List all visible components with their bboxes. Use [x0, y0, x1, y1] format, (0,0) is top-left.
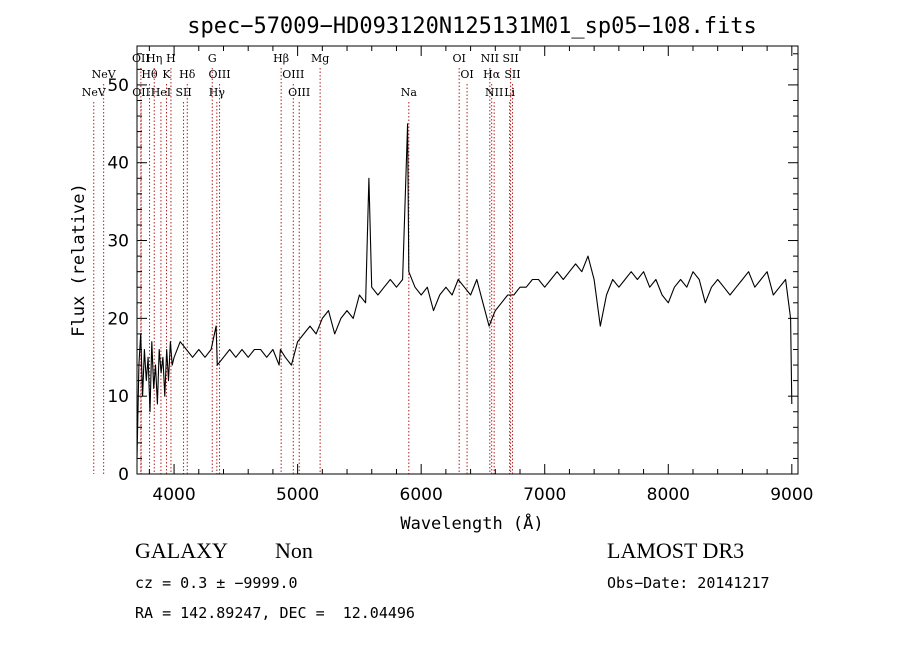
marker-label-25: SII [504, 68, 520, 81]
marker-label-20: OI [460, 68, 473, 81]
y-tick-labels: 0 10 20 30 40 50 [107, 76, 129, 485]
marker-label-8: K [162, 68, 171, 81]
marker-label-17: Mg [311, 52, 329, 65]
marker-label-13: Hγ [209, 86, 226, 99]
marker-lines [93, 68, 513, 474]
x-tick-label-5000: 5000 [276, 485, 319, 505]
marker-label-10: SII [175, 86, 191, 99]
marker-label-21: NII [481, 52, 499, 65]
marker-label-23: NII [485, 86, 503, 99]
marker-label-6: HeI [151, 86, 171, 99]
marker-label-24: SII [502, 52, 518, 65]
x-tick-label-7000: 7000 [523, 485, 566, 505]
subclass-label: Non [275, 538, 313, 563]
y-tick-label-10: 10 [107, 387, 129, 407]
x-tick-label-9000: 9000 [770, 485, 813, 505]
class-label: GALAXY [135, 538, 228, 563]
marker-label-22: Hα [483, 68, 501, 81]
marker-label-14: Hβ [273, 52, 289, 65]
marker-label-26: Li [504, 86, 515, 99]
spectrum-line [136, 123, 793, 459]
marker-label-12: OIII [209, 68, 231, 81]
y-tick-label-0: 0 [118, 465, 129, 485]
plot-frame [136, 45, 799, 475]
spectrum-group [136, 123, 793, 459]
marker-label-15: OIII [282, 68, 304, 81]
ra-dec: RA = 142.89247, DEC = 12.04496 [135, 604, 415, 622]
marker-label-11: G [208, 52, 217, 65]
y-tick-label-30: 30 [107, 232, 129, 252]
y-tick-label-50: 50 [107, 76, 129, 96]
marker-label-3: OII [132, 86, 150, 99]
marker-label-16: OIII [288, 86, 310, 99]
x-axis-label: Wavelength (Å) [400, 512, 543, 534]
y-tick-label-40: 40 [107, 154, 129, 174]
obs-date: Obs−Date: 20141217 [607, 574, 770, 592]
x-tick-labels: 4000 5000 6000 7000 8000 9000 [152, 485, 813, 505]
marker-label-9: Hδ [179, 68, 196, 81]
y-axis-label: Flux (relative) [69, 183, 89, 337]
marker-label-18: Na [401, 86, 418, 99]
marker-label-4: Hη [146, 52, 162, 65]
marker-label-5: Hθ [141, 68, 158, 81]
x-tick-label-6000: 6000 [400, 485, 443, 505]
y-tick-label-20: 20 [107, 309, 129, 329]
marker-label-1: NeV [82, 86, 107, 99]
chart-title: spec−57009−HD093120N125131M01_sp05−108.f… [187, 14, 757, 39]
survey-label: LAMOST DR3 [607, 538, 745, 563]
axis-ticks [137, 46, 798, 475]
marker-label-19: OI [452, 52, 465, 65]
cz-value: cz = 0.3 ± −9999.0 [135, 574, 298, 592]
x-tick-label-4000: 4000 [152, 485, 195, 505]
x-tick-label-8000: 8000 [647, 485, 690, 505]
marker-label-2: OII [132, 52, 150, 65]
marker-label-7: H [166, 52, 176, 65]
marker-label-0: NeV [92, 68, 117, 81]
